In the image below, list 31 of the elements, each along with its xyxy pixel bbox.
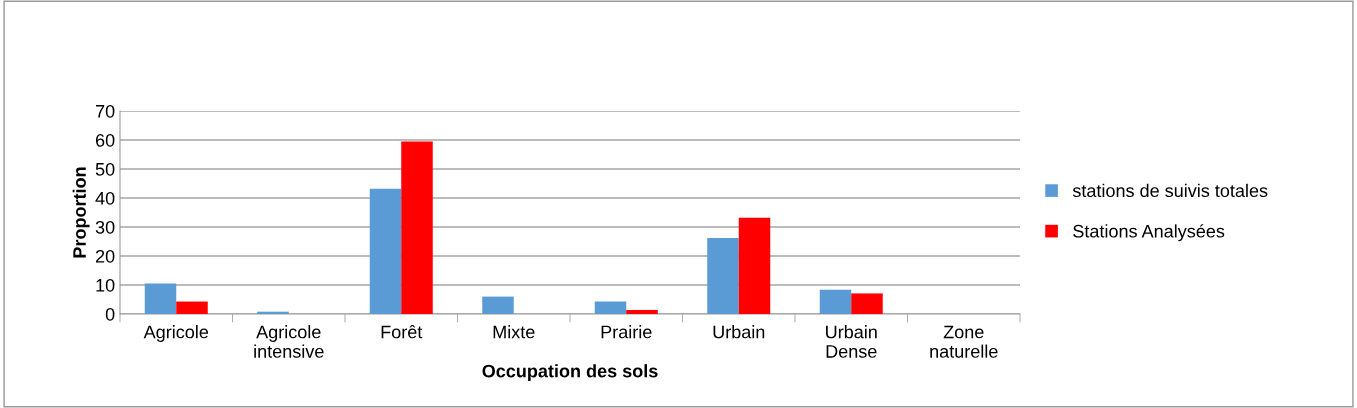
x-axis-title: Occupation des sols xyxy=(482,364,658,381)
bar xyxy=(482,296,514,314)
bar xyxy=(594,301,627,314)
x-tick-label: Urbain xyxy=(713,325,765,339)
bar xyxy=(144,283,177,314)
bar xyxy=(707,238,739,314)
legend-label: Stations Analysées xyxy=(1073,224,1225,242)
bar xyxy=(401,141,433,314)
y-tick-label: 20 xyxy=(95,249,115,263)
y-tick-label: 10 xyxy=(96,278,115,292)
bar xyxy=(738,217,771,314)
legend-label: stations de suivis totales xyxy=(1072,183,1268,198)
bar xyxy=(851,293,883,314)
x-tick-label: Zone naturelle xyxy=(930,325,998,358)
y-tick-label: 40 xyxy=(95,191,115,205)
y-tick-label: 60 xyxy=(95,133,115,147)
x-tick-label: Urbain Dense xyxy=(826,325,877,358)
x-tick-label: Mixte xyxy=(493,325,535,339)
x-tick-label: Forêt xyxy=(381,325,423,339)
x-tick-label: Agricole xyxy=(143,325,209,342)
y-tick-label: 0 xyxy=(105,307,115,321)
bar xyxy=(819,289,852,314)
x-tick-label: Agricole intensive xyxy=(254,325,324,358)
y-tick-label: 30 xyxy=(95,220,115,234)
y-tick-label: 70 xyxy=(95,104,115,118)
bar xyxy=(626,309,658,314)
bar xyxy=(369,188,402,314)
bar xyxy=(176,301,208,314)
y-tick-label: 50 xyxy=(95,162,115,176)
x-tick-label: Prairie xyxy=(601,325,652,339)
y-axis-title: Proportion xyxy=(72,167,90,258)
